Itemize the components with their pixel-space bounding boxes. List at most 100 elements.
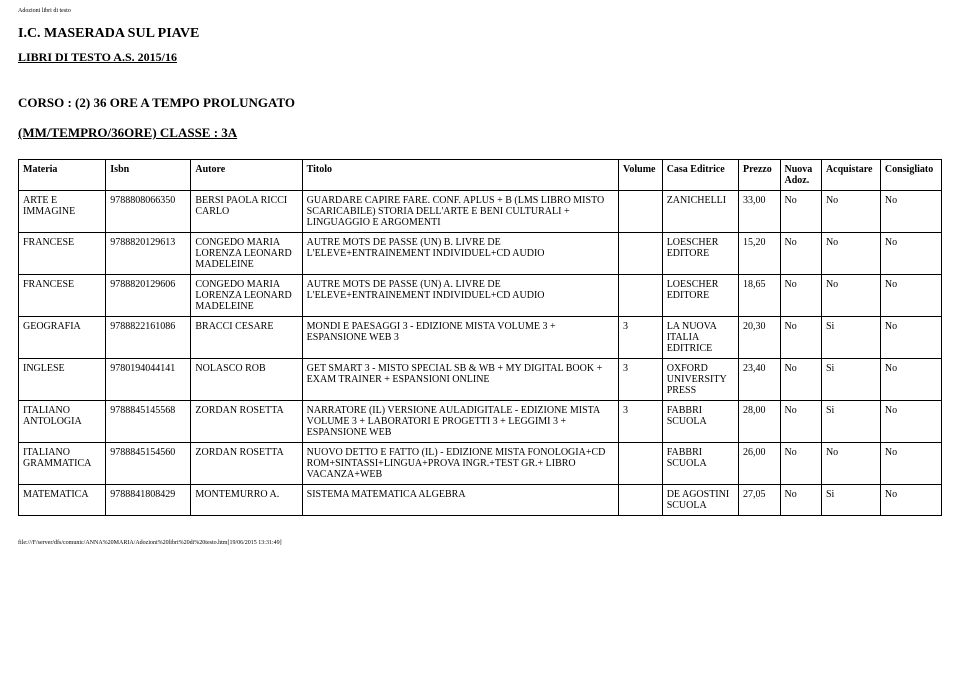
cell-volume: 3	[619, 317, 663, 359]
cell-acquistare: Si	[821, 359, 880, 401]
cell-volume: 3	[619, 401, 663, 443]
cell-materia: INGLESE	[19, 359, 106, 401]
cell-acquistare: No	[821, 443, 880, 485]
cell-consigliato: No	[880, 401, 941, 443]
cell-consigliato: No	[880, 191, 941, 233]
cell-materia: MATEMATICA	[19, 485, 106, 516]
page-root: Adozioni libri di testo I.C. MASERADA SU…	[0, 0, 960, 564]
cell-isbn: 9788820129606	[106, 275, 191, 317]
table-row: FRANCESE9788820129606CONGEDO MARIA LOREN…	[19, 275, 942, 317]
cell-prezzo: 15,20	[739, 233, 780, 275]
cell-acquistare: Si	[821, 317, 880, 359]
table-row: FRANCESE9788820129613CONGEDO MARIA LOREN…	[19, 233, 942, 275]
cell-isbn: 9788841808429	[106, 485, 191, 516]
cell-titolo: AUTRE MOTS DE PASSE (UN) A. LIVRE DE L'E…	[302, 275, 618, 317]
cell-acquistare: No	[821, 233, 880, 275]
footer-path: file:///F/server/dfs/comunic/ANNA%20MARI…	[18, 540, 942, 546]
subtitle: LIBRI DI TESTO A.S. 2015/16	[18, 50, 942, 65]
cell-nuova-adoz: No	[780, 275, 821, 317]
cell-nuova-adoz: No	[780, 317, 821, 359]
cell-materia: FRANCESE	[19, 233, 106, 275]
cell-materia: FRANCESE	[19, 275, 106, 317]
cell-nuova-adoz: No	[780, 359, 821, 401]
col-header-autore: Autore	[191, 160, 302, 191]
cell-prezzo: 18,65	[739, 275, 780, 317]
cell-isbn: 9788808066350	[106, 191, 191, 233]
cell-prezzo: 27,05	[739, 485, 780, 516]
cell-nuova-adoz: No	[780, 443, 821, 485]
table-header-row: Materia Isbn Autore Titolo Volume Casa E…	[19, 160, 942, 191]
col-header-titolo: Titolo	[302, 160, 618, 191]
cell-casa-editrice: LOESCHER EDITORE	[662, 233, 738, 275]
cell-nuova-adoz: No	[780, 485, 821, 516]
cell-autore: ZORDAN ROSETTA	[191, 401, 302, 443]
cell-casa-editrice: FABBRI SCUOLA	[662, 401, 738, 443]
cell-acquistare: Si	[821, 485, 880, 516]
cell-isbn: 9788845145568	[106, 401, 191, 443]
cell-titolo: MONDI E PAESAGGI 3 - EDIZIONE MISTA VOLU…	[302, 317, 618, 359]
cell-casa-editrice: OXFORD UNIVERSITY PRESS	[662, 359, 738, 401]
cell-autore: CONGEDO MARIA LORENZA LEONARD MADELEINE	[191, 233, 302, 275]
col-header-isbn: Isbn	[106, 160, 191, 191]
cell-autore: NOLASCO ROB	[191, 359, 302, 401]
table-row: INGLESE9780194044141NOLASCO ROBGET SMART…	[19, 359, 942, 401]
cell-casa-editrice: DE AGOSTINI SCUOLA	[662, 485, 738, 516]
cell-prezzo: 20,30	[739, 317, 780, 359]
cell-titolo: NUOVO DETTO E FATTO (IL) - EDIZIONE MIST…	[302, 443, 618, 485]
table-row: MATEMATICA9788841808429MONTEMURRO A.SIST…	[19, 485, 942, 516]
cell-nuova-adoz: No	[780, 401, 821, 443]
cell-materia: GEOGRAFIA	[19, 317, 106, 359]
cell-nuova-adoz: No	[780, 233, 821, 275]
cell-casa-editrice: LA NUOVA ITALIA EDITRICE	[662, 317, 738, 359]
cell-volume	[619, 233, 663, 275]
cell-isbn: 9788845154560	[106, 443, 191, 485]
col-header-nuova-adoz: Nuova Adoz.	[780, 160, 821, 191]
cell-volume	[619, 275, 663, 317]
cell-prezzo: 33,00	[739, 191, 780, 233]
cell-isbn: 9788822161086	[106, 317, 191, 359]
cell-consigliato: No	[880, 485, 941, 516]
col-header-prezzo: Prezzo	[739, 160, 780, 191]
cell-titolo: NARRATORE (IL) VERSIONE AULADIGITALE - E…	[302, 401, 618, 443]
cell-isbn: 9788820129613	[106, 233, 191, 275]
cell-titolo: GUARDARE CAPIRE FARE. CONF. APLUS + B (L…	[302, 191, 618, 233]
cell-acquistare: No	[821, 275, 880, 317]
cell-volume	[619, 191, 663, 233]
cell-materia: ARTE E IMMAGINE	[19, 191, 106, 233]
cell-autore: ZORDAN ROSETTA	[191, 443, 302, 485]
col-header-consigliato: Consigliato	[880, 160, 941, 191]
cell-casa-editrice: FABBRI SCUOLA	[662, 443, 738, 485]
cell-isbn: 9780194044141	[106, 359, 191, 401]
col-header-casa-editrice: Casa Editrice	[662, 160, 738, 191]
cell-consigliato: No	[880, 233, 941, 275]
cell-titolo: AUTRE MOTS DE PASSE (UN) B. LIVRE DE L'E…	[302, 233, 618, 275]
cell-materia: ITALIANO ANTOLOGIA	[19, 401, 106, 443]
cell-casa-editrice: ZANICHELLI	[662, 191, 738, 233]
col-header-acquistare: Acquistare	[821, 160, 880, 191]
cell-consigliato: No	[880, 443, 941, 485]
cell-volume	[619, 485, 663, 516]
cell-consigliato: No	[880, 275, 941, 317]
cell-autore: CONGEDO MARIA LORENZA LEONARD MADELEINE	[191, 275, 302, 317]
cell-acquistare: Si	[821, 401, 880, 443]
cell-volume: 3	[619, 359, 663, 401]
class-line: (MM/TEMPRO/36ORE) CLASSE : 3A	[18, 125, 942, 141]
cell-titolo: SISTEMA MATEMATICA ALGEBRA	[302, 485, 618, 516]
cell-prezzo: 26,00	[739, 443, 780, 485]
table-row: ITALIANO ANTOLOGIA9788845145568ZORDAN RO…	[19, 401, 942, 443]
cell-consigliato: No	[880, 359, 941, 401]
table-row: ARTE E IMMAGINE9788808066350BERSI PAOLA …	[19, 191, 942, 233]
school-title: I.C. MASERADA SUL PIAVE	[18, 26, 942, 42]
cell-prezzo: 28,00	[739, 401, 780, 443]
cell-acquistare: No	[821, 191, 880, 233]
books-table: Materia Isbn Autore Titolo Volume Casa E…	[18, 159, 942, 516]
col-header-volume: Volume	[619, 160, 663, 191]
cell-nuova-adoz: No	[780, 191, 821, 233]
cell-volume	[619, 443, 663, 485]
cell-materia: ITALIANO GRAMMATICA	[19, 443, 106, 485]
cell-casa-editrice: LOESCHER EDITORE	[662, 275, 738, 317]
cell-autore: BERSI PAOLA RICCI CARLO	[191, 191, 302, 233]
course-line: CORSO : (2) 36 ORE A TEMPO PROLUNGATO	[18, 95, 942, 111]
cell-prezzo: 23,40	[739, 359, 780, 401]
cell-autore: MONTEMURRO A.	[191, 485, 302, 516]
